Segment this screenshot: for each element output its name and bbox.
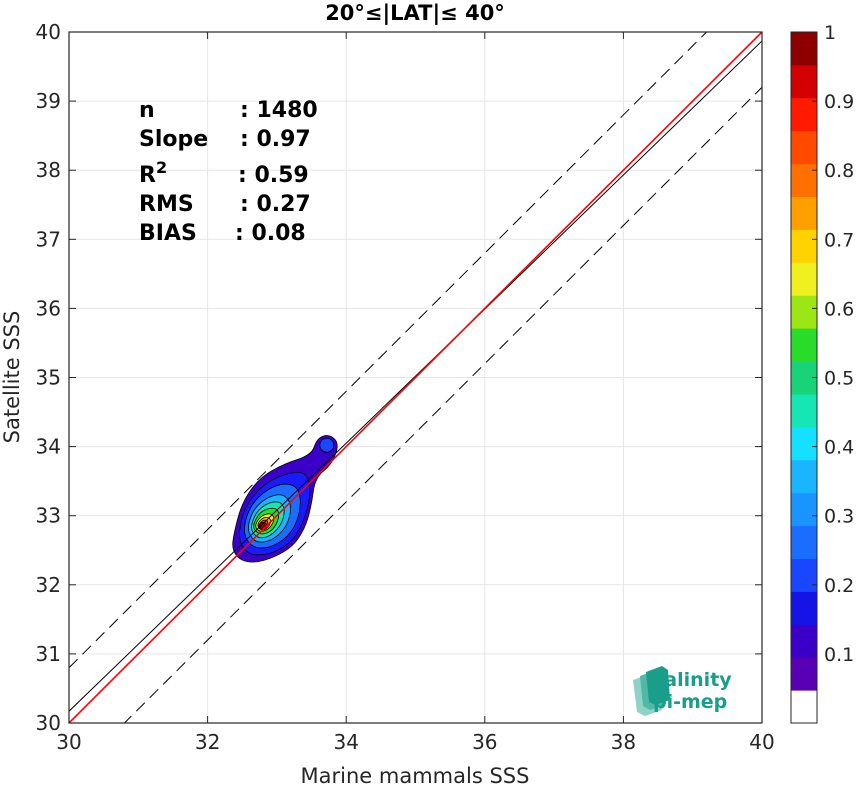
colorbar-tick-label: 0.2 [824, 575, 854, 597]
identity-line [69, 32, 762, 723]
colorbar-tick-label: 0.3 [824, 506, 854, 528]
upper-bound-line [69, 32, 708, 669]
colorbar-segment [791, 229, 817, 263]
y-tick-label: 36 [36, 296, 61, 320]
x-tick-label: 30 [56, 730, 81, 754]
colorbar-segment [791, 32, 817, 66]
colorbar-tick-label: 0.8 [824, 160, 854, 182]
y-tick-label: 37 [36, 227, 61, 251]
x-tick-label: 40 [749, 730, 774, 754]
colorbar-tick-label: 0.6 [824, 298, 854, 320]
y-tick-label: 39 [36, 89, 61, 113]
colorbar-segment [791, 591, 817, 625]
y-tick-label: 40 [36, 20, 61, 44]
colorbar-segment [791, 328, 817, 362]
colorbar-tick-label: 0.1 [824, 644, 854, 666]
stat-label: BIAS [139, 221, 197, 246]
colorbar-segment [791, 393, 817, 428]
stat-label: n [139, 98, 155, 123]
logo-line1: salinity [653, 669, 732, 691]
colorbar-tick-label: 1 [824, 22, 836, 44]
regression-line [69, 40, 762, 712]
lower-bound-line [123, 86, 762, 723]
stat-value: : 0.59 [238, 163, 309, 188]
colorbar-segment [791, 558, 817, 592]
y-tick-label: 31 [36, 642, 61, 666]
y-axis: 30 31 32 33 34 35 36 37 38 39 40 [36, 20, 762, 735]
salinity-pimep-logo: salinity pi-mep [633, 666, 732, 716]
stat-value: : 0.08 [235, 221, 306, 246]
colorbar-segment [791, 426, 817, 461]
x-tick-label: 32 [195, 730, 220, 754]
colorbar-segment [791, 657, 817, 691]
colorbar: 0.1 0.2 0.3 0.4 0.5 0.6 0.7 0.8 0.9 1 [790, 22, 854, 724]
colorbar-tick-label: 0.7 [824, 229, 854, 251]
colorbar-tick-label: 0.5 [824, 368, 854, 390]
colorbar-segment [791, 262, 817, 296]
stat-label: R2 [139, 158, 167, 188]
colorbar-segment [791, 295, 817, 329]
colorbar-tick-label: 0.4 [824, 437, 854, 459]
x-tick-label: 38 [611, 730, 636, 754]
colorbar-tick-label: 0.9 [824, 91, 854, 113]
y-axis-label: Satellite SSS [0, 311, 24, 444]
logo-mark-icon [633, 666, 670, 716]
stat-value: : 0.27 [240, 192, 311, 217]
statistics-box: n : 1480 Slope : 0.97 R2 : 0.59 RMS : 0.27 BIAS:… [139, 98, 318, 246]
y-tick-label: 35 [36, 366, 61, 390]
colorbar-segment [791, 130, 817, 165]
y-tick-label: 33 [36, 504, 61, 528]
y-tick-label: 34 [36, 435, 61, 459]
y-tick-label: 32 [36, 573, 61, 597]
colorbar-segment [791, 97, 817, 132]
stat-value: : 0.97 [240, 127, 311, 152]
logo-line2: pi-mep [653, 691, 727, 713]
x-axis-label: Marine mammals SSS [301, 764, 530, 786]
stat-value: : 1480 [240, 98, 318, 123]
x-tick-label: 34 [333, 730, 358, 754]
colorbar-segment [791, 459, 817, 494]
x-tick-label: 36 [472, 730, 497, 754]
colorbar-segment [791, 163, 817, 198]
chart-title: 20°≤|LAT|≤ 40° [325, 1, 505, 26]
stat-label: Slope [139, 127, 208, 152]
y-tick-label: 30 [36, 711, 61, 735]
x-axis: 30 32 34 36 38 40 [56, 32, 775, 754]
colorbar-segment [791, 196, 817, 230]
colorbar-segment [791, 492, 817, 527]
colorbar-segment [791, 64, 817, 99]
density-contour [319, 437, 335, 453]
stat-label: RMS [139, 192, 194, 217]
colorbar-segment [791, 624, 817, 658]
colorbar-segment [791, 525, 817, 559]
colorbar-segment [791, 690, 817, 724]
y-tick-label: 38 [36, 158, 61, 182]
reference-lines [69, 32, 762, 723]
